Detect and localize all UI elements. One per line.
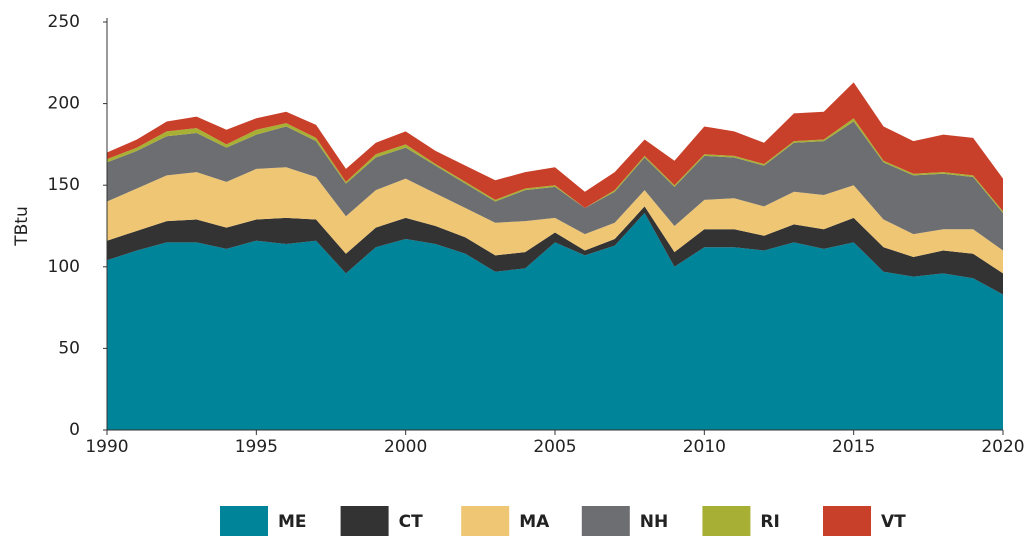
area xyxy=(107,121,1003,251)
y-tick-label: 50 xyxy=(58,338,80,358)
x-tick-label: 1990 xyxy=(85,437,128,457)
legend-label: VT xyxy=(881,512,906,532)
x-tick-label: 1995 xyxy=(235,437,278,457)
legend-swatch xyxy=(461,506,510,536)
x-tick-label: 2010 xyxy=(683,437,726,457)
legend-swatch xyxy=(340,506,389,536)
legend-label: MA xyxy=(519,512,550,532)
y-tick-label: 100 xyxy=(48,257,80,277)
y-tick-label: 0 xyxy=(69,420,80,440)
legend-label: RI xyxy=(760,512,779,532)
y-tick-label: 200 xyxy=(48,94,80,114)
x-tick-label: 2015 xyxy=(832,437,875,457)
area xyxy=(107,167,1003,274)
y-axis-label: TBtu xyxy=(12,206,32,247)
legend-swatch xyxy=(581,506,630,536)
y-tick-label: 250 xyxy=(48,12,80,32)
legend-label: NH xyxy=(640,512,668,532)
x-tick-label: 2005 xyxy=(533,437,576,457)
x-tick-label: 2000 xyxy=(384,437,427,457)
area xyxy=(107,212,1003,430)
legend-swatch xyxy=(220,506,268,536)
legend-label: ME xyxy=(278,512,307,532)
legend-swatch xyxy=(823,506,871,536)
legend-swatch xyxy=(702,506,751,536)
y-tick-label: 150 xyxy=(48,175,80,195)
x-tick-label: 2020 xyxy=(981,437,1024,457)
legend-label: CT xyxy=(399,512,423,532)
